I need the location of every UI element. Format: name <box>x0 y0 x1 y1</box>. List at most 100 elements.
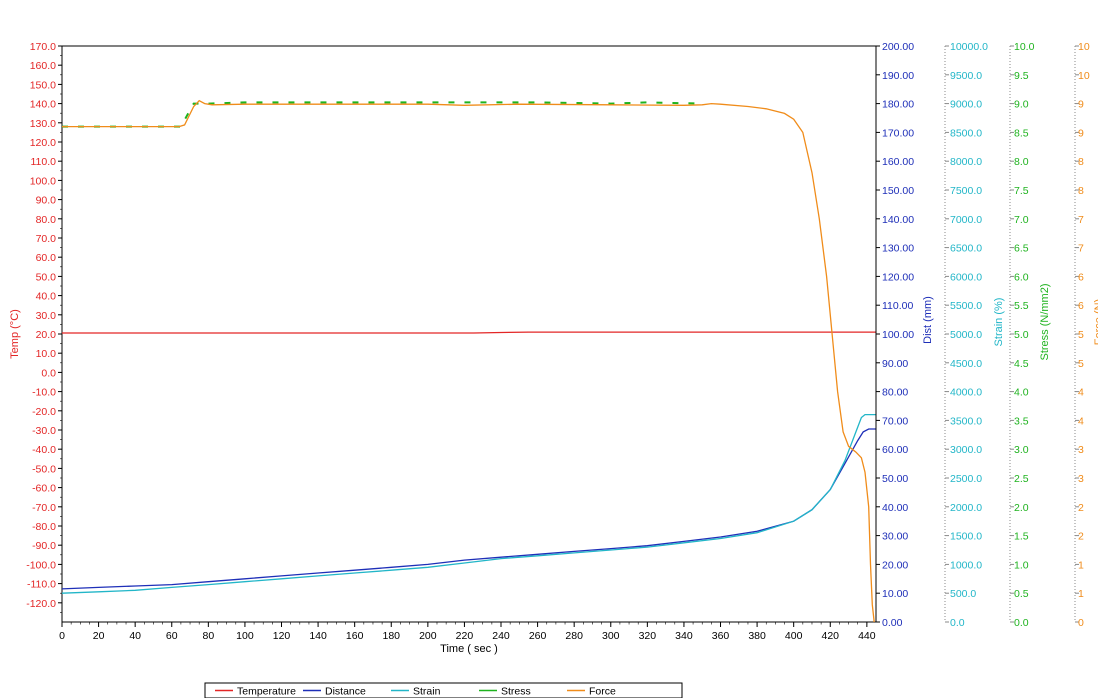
x-tick-label: 40 <box>129 630 141 642</box>
stress-tick-label: 9.0 <box>1014 99 1029 111</box>
temp-tick-label: 120.0 <box>30 137 56 149</box>
temp-tick-label: 140.0 <box>30 99 56 111</box>
x-tick-label: 100 <box>236 630 254 642</box>
force-tick-label: 9 <box>1078 99 1084 111</box>
x-tick-label: 120 <box>273 630 291 642</box>
force-tick-label: 1 <box>1078 559 1084 571</box>
temp-tick-label: -50.0 <box>32 463 56 475</box>
strain-tick-label: 10000.0 <box>950 41 988 53</box>
x-tick-label: 340 <box>675 630 693 642</box>
x-tick-label: 440 <box>858 630 876 642</box>
stress-tick-label: 4.0 <box>1014 387 1029 399</box>
force-tick-label: 4 <box>1078 387 1084 399</box>
legend-label-stress: Stress <box>501 686 531 698</box>
temp-tick-label: 170.0 <box>30 41 56 53</box>
strain-tick-label: 8000.0 <box>950 156 982 168</box>
temp-tick-label: -30.0 <box>32 425 56 437</box>
x-tick-label: 360 <box>712 630 730 642</box>
x-tick-label: 300 <box>602 630 620 642</box>
temp-tick-label: 40.0 <box>36 291 57 303</box>
x-tick-label: 80 <box>202 630 214 642</box>
dist-tick-label: 50.00 <box>882 473 908 485</box>
stress-tick-label: 5.5 <box>1014 300 1029 312</box>
dist-tick-label: 150.00 <box>882 185 914 197</box>
temp-tick-label: 130.0 <box>30 118 56 130</box>
force-tick-label: 1 <box>1078 588 1084 600</box>
stress-tick-label: 5.0 <box>1014 329 1029 341</box>
strain-tick-label: 1000.0 <box>950 559 982 571</box>
stress-tick-label: 4.5 <box>1014 358 1029 370</box>
temp-tick-label: 110.0 <box>31 156 57 168</box>
dist-tick-label: 20.00 <box>882 559 908 571</box>
temp-tick-label: -70.0 <box>32 502 56 514</box>
dist-tick-label: 0.00 <box>882 617 903 629</box>
dist-tick-label: 160.00 <box>882 156 914 168</box>
x-tick-label: 280 <box>565 630 583 642</box>
temp-tick-label: 20.0 <box>36 329 57 341</box>
legend-label-temperature: Temperature <box>237 686 296 698</box>
stress-axis-title: Stress (N/mm2) <box>1039 284 1051 361</box>
dist-tick-label: 140.00 <box>882 214 914 226</box>
force-tick-label: 8 <box>1078 185 1084 197</box>
series-line-distance <box>61 428 876 590</box>
dist-tick-label: 80.00 <box>882 387 908 399</box>
stress-tick-label: 2.5 <box>1014 473 1029 485</box>
stress-tick-label: 7.5 <box>1014 185 1029 197</box>
stress-tick-label: 6.0 <box>1014 271 1029 283</box>
x-tick-label: 380 <box>748 630 766 642</box>
x-tick-label: 60 <box>166 630 178 642</box>
dist-axis-title: Dist (mm) <box>922 296 934 344</box>
x-tick-label: 0 <box>59 630 65 642</box>
x-tick-label: 240 <box>492 630 510 642</box>
stress-tick-label: 8.0 <box>1014 156 1029 168</box>
force-tick-label: 4 <box>1078 415 1084 427</box>
dist-tick-label: 30.00 <box>882 531 908 543</box>
dist-tick-label: 40.00 <box>882 502 908 514</box>
x-tick-label: 180 <box>382 630 400 642</box>
dist-tick-label: 170.00 <box>882 127 914 139</box>
dist-tick-label: 10.00 <box>882 588 908 600</box>
strain-tick-label: 6500.0 <box>950 243 982 255</box>
strain-tick-label: 500.0 <box>950 588 976 600</box>
force-tick-label: 7 <box>1078 243 1084 255</box>
temp-tick-label: -80.0 <box>32 521 56 533</box>
x-tick-label: 420 <box>822 630 840 642</box>
strain-tick-label: 4500.0 <box>950 358 982 370</box>
temp-tick-label: 50.0 <box>36 271 57 283</box>
temp-tick-label: -20.0 <box>32 406 56 418</box>
stress-tick-label: 1.0 <box>1014 559 1029 571</box>
force-tick-label: 6 <box>1078 271 1084 283</box>
stress-tick-label: 0.5 <box>1014 588 1029 600</box>
force-tick-label: 10 <box>1078 70 1090 82</box>
strain-tick-label: 6000.0 <box>950 271 982 283</box>
strain-tick-label: 1500.0 <box>950 531 982 543</box>
stress-tick-label: 7.0 <box>1014 214 1029 226</box>
stress-tick-label: 9.5 <box>1014 70 1029 82</box>
force-tick-label: 10 <box>1078 41 1090 53</box>
temp-tick-label: 160.0 <box>30 60 56 72</box>
stress-tick-label: 1.5 <box>1014 531 1029 543</box>
force-tick-label: 7 <box>1078 214 1084 226</box>
x-tick-label: 160 <box>346 630 364 642</box>
temp-tick-label: 30.0 <box>36 310 57 322</box>
force-tick-label: 3 <box>1078 444 1084 456</box>
dist-tick-label: 190.00 <box>882 70 914 82</box>
strain-tick-label: 8500.0 <box>950 127 982 139</box>
x-tick-label: 220 <box>456 630 474 642</box>
plot-area-border <box>61 45 877 623</box>
legend-label-distance: Distance <box>325 686 366 698</box>
force-tick-label: 2 <box>1078 502 1084 514</box>
strain-tick-label: 5500.0 <box>950 300 982 312</box>
dist-tick-label: 120.00 <box>882 271 914 283</box>
force-tick-label: 9 <box>1078 127 1084 139</box>
x-tick-label: 400 <box>785 630 803 642</box>
strain-tick-label: 3000.0 <box>950 444 982 456</box>
temp-tick-label: -60.0 <box>32 483 56 495</box>
temp-tick-label: -110.0 <box>27 579 56 591</box>
temp-tick-label: 150.0 <box>30 79 56 91</box>
temp-tick-label: 90.0 <box>36 195 57 207</box>
dist-tick-label: 70.00 <box>882 415 908 427</box>
strain-tick-label: 5000.0 <box>950 329 982 341</box>
x-tick-label: 320 <box>639 630 657 642</box>
